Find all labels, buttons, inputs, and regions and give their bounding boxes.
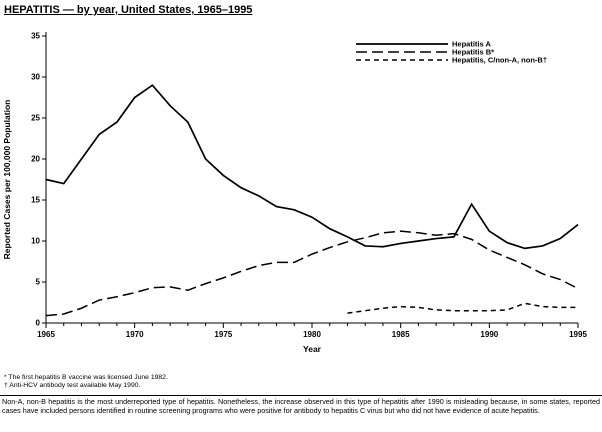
x-tick-label: 1990	[480, 330, 498, 339]
legend-label-2: Hepatitis B*	[452, 48, 494, 57]
y-tick-label: 5	[36, 278, 41, 287]
x-tick-label: 1975	[214, 330, 232, 339]
series-line-3	[347, 302, 578, 314]
bottom-note: Non-A, non-B hepatitis is the most under…	[2, 397, 600, 415]
legend-label-1: Hepatitis A	[452, 40, 491, 49]
series-line-1	[45, 84, 579, 250]
chart-canvas: 0 5 10 15 20 25 30 35 1965 1970 1975 1980 1985 1990 19…	[2, 32, 587, 355]
y-tick-label: 25	[31, 114, 40, 123]
y-tick-label: 15	[31, 196, 40, 205]
x-tick-label: 1995	[569, 330, 587, 339]
y-tick-label: 35	[31, 32, 40, 41]
x-tick-label: 1965	[37, 330, 55, 339]
legend-label-3: Hepatitis, C/non-A, non-B†	[452, 56, 547, 65]
series-line-2	[45, 230, 579, 317]
y-tick-label: 0	[36, 319, 41, 328]
x-tick-label: 1980	[303, 330, 321, 339]
footnote-hepb-vaccine: * The first hepatitis B vaccine was lice…	[4, 374, 168, 381]
footnote-anti-hcv: † Anti-HCV antibody test available May 1…	[4, 382, 141, 389]
y-axis-label: Reported Cases per 100,000 Population	[2, 100, 12, 260]
y-tick-label: 20	[31, 155, 40, 164]
y-tick-label: 30	[31, 73, 40, 82]
x-tick-label: 1985	[392, 330, 410, 339]
y-tick-label: 10	[31, 237, 40, 246]
divider	[0, 395, 602, 396]
x-axis-label: Year	[303, 344, 322, 354]
chart-title: HEPATITIS — by year, United States, 1965…	[4, 4, 253, 16]
x-tick-label: 1970	[126, 330, 144, 339]
